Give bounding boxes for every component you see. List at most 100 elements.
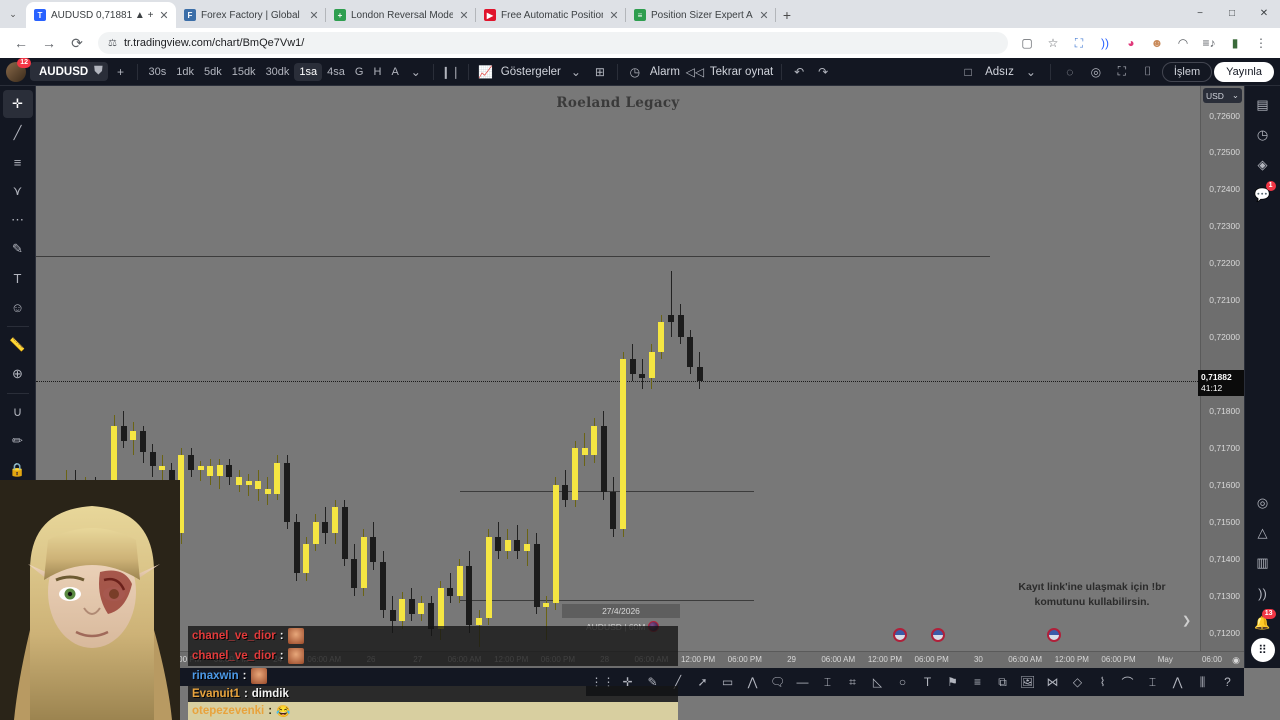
candle-style-icon[interactable]: ❙❘ bbox=[440, 64, 461, 79]
economic-event-marker[interactable] bbox=[1047, 628, 1061, 642]
timeframe-A[interactable]: A bbox=[391, 65, 399, 78]
pitchfork-icon[interactable]: ⋎ bbox=[12, 183, 23, 198]
browser-menu-icon[interactable]: ⋮ bbox=[1255, 36, 1267, 50]
add-symbol-button[interactable]: + bbox=[116, 64, 124, 79]
image-icon[interactable]: 🖼 bbox=[1019, 675, 1036, 689]
horizontal-lines-icon[interactable]: ≡ bbox=[13, 154, 22, 170]
stay-in-draw-mode-icon[interactable]: ✏ bbox=[12, 433, 23, 448]
path-icon[interactable]: ⌇ bbox=[1099, 675, 1106, 689]
measure-icon[interactable]: ⌶ bbox=[1148, 674, 1157, 689]
fullscreen-icon[interactable]: ⛶ bbox=[1117, 64, 1127, 78]
timeframe-30s[interactable]: 30s bbox=[148, 65, 167, 78]
device-icon[interactable]: ▮ bbox=[1231, 36, 1239, 50]
chart-plot[interactable]: Roeland Legacy Kayıt link'ine ulaşmak iç… bbox=[36, 86, 1200, 651]
timeframe-G[interactable]: G bbox=[354, 65, 364, 78]
ideas-icon[interactable]: ◎ bbox=[1256, 495, 1269, 510]
long-position-icon[interactable]: ⌶ bbox=[823, 674, 832, 689]
pocket-icon[interactable]: ◠ bbox=[1177, 36, 1189, 50]
chart-area[interactable]: ✛╱≡⋎⋯✎T☺📏⊕∪✏🔒👁🗑☆ ▤◷◈💬1 ◎△▥))🔔13⠿ Roeland… bbox=[0, 86, 1280, 720]
address-bar[interactable]: ⚖ tr.tradingview.com/chart/BmQe7Vw1/ bbox=[98, 32, 1008, 54]
trade-button[interactable]: İşlem bbox=[1161, 61, 1213, 82]
trend-line-icon[interactable]: ╱ bbox=[13, 125, 22, 140]
rectangle-icon[interactable]: ▭ bbox=[721, 675, 734, 689]
tab-close-icon[interactable]: ✕ bbox=[309, 9, 319, 22]
record-icon[interactable]: ◎ bbox=[1090, 64, 1102, 79]
zoom-icon[interactable]: ⊕ bbox=[12, 366, 23, 381]
browser-tab-3[interactable]: ▶ Free Automatic Position Lot Siz ✕ bbox=[476, 2, 626, 28]
layout-icon[interactable]: □ bbox=[964, 64, 972, 79]
indicators-chevron-icon[interactable]: ⌄ bbox=[570, 64, 581, 79]
camera-icon[interactable]: ⌷ bbox=[1144, 64, 1152, 78]
economic-event-marker[interactable] bbox=[893, 628, 907, 642]
timeframe-4sa[interactable]: 4sa bbox=[327, 65, 345, 78]
crosshair-icon[interactable]: ✛ bbox=[622, 675, 633, 689]
indicators-icon[interactable]: 📈 bbox=[478, 64, 494, 79]
quick-search-icon[interactable]: ◌ bbox=[1066, 64, 1074, 79]
undo-button[interactable]: ↶ bbox=[794, 64, 805, 79]
browser-tab-1[interactable]: F Forex Factory | Global markets ✕ bbox=[176, 2, 326, 28]
user-avatar[interactable]: 12 bbox=[6, 57, 31, 82]
crosshair-icon[interactable]: ✛ bbox=[2, 90, 33, 118]
price-axis[interactable]: USD ⌄ 0,72600 0,72500 0,72400 0,72300 0,7220… bbox=[1198, 86, 1244, 651]
elliott-wave-icon[interactable]: ⋈ bbox=[1046, 675, 1059, 689]
close-button[interactable]: ✕ bbox=[1259, 8, 1269, 19]
indicators-label[interactable]: Göstergeler bbox=[500, 65, 561, 78]
emoji-icon[interactable]: ☺ bbox=[10, 299, 25, 315]
broadcast-icon[interactable]: )) bbox=[1101, 36, 1109, 50]
clipboard-icon[interactable]: ▢ bbox=[1021, 36, 1033, 50]
extension-icon[interactable]: ◕ bbox=[1127, 36, 1135, 50]
pitchfork-icon[interactable]: ⋀ bbox=[1172, 675, 1183, 689]
watchlist-icon[interactable]: ▤ bbox=[1256, 97, 1269, 112]
news-icon[interactable]: )) bbox=[1258, 585, 1267, 601]
flag-icon[interactable]: ⚑ bbox=[947, 675, 958, 689]
cast-icon[interactable]: ⛶ bbox=[1074, 35, 1084, 50]
back-button[interactable]: ← bbox=[14, 35, 28, 51]
trend-line-icon[interactable]: ╱ bbox=[673, 675, 682, 689]
drawn-box-top-edge[interactable] bbox=[460, 491, 754, 492]
layout-name[interactable]: Adsız bbox=[985, 65, 1014, 78]
timeframe-1sa[interactable]: 1sa bbox=[294, 62, 323, 81]
bookmark-star-icon[interactable]: ☆ bbox=[1047, 36, 1059, 50]
apps-grid-icon[interactable]: ⠿ bbox=[1250, 638, 1275, 662]
calendar-icon[interactable]: ▥ bbox=[1256, 555, 1269, 570]
economic-event-marker[interactable] bbox=[931, 628, 945, 642]
tab-close-icon[interactable]: ✕ bbox=[609, 9, 619, 22]
publish-button[interactable]: Yayınla bbox=[1214, 61, 1274, 82]
fib-retracement-icon[interactable]: ≡ bbox=[973, 675, 981, 689]
circle-icon[interactable]: ○ bbox=[898, 675, 907, 689]
minimize-button[interactable]: − bbox=[1197, 8, 1203, 19]
alarm-label[interactable]: Alarm bbox=[649, 65, 680, 78]
streams-icon[interactable]: △ bbox=[1257, 525, 1268, 540]
scroll-to-realtime-icon[interactable]: ❯ bbox=[1182, 615, 1192, 627]
browser-tab-0[interactable]: T AUDUSD 0,71881 ▲ +0,56% Ad ✕ bbox=[26, 2, 176, 28]
chat-icon[interactable]: 💬 1 bbox=[1248, 180, 1278, 210]
timeframe-30dk[interactable]: 30dk bbox=[265, 65, 290, 78]
replay-label[interactable]: Tekrar oynat bbox=[709, 65, 774, 78]
grid-icon[interactable]: ⊞ bbox=[594, 64, 605, 79]
layout-chevron-icon[interactable]: ⌄ bbox=[1025, 64, 1036, 79]
timezone-clock-icon[interactable]: ◉ bbox=[1232, 655, 1240, 665]
bars-pattern-icon[interactable]: ⫼ bbox=[1199, 674, 1206, 689]
brush-icon[interactable]: ✎ bbox=[647, 675, 658, 689]
data-window-icon[interactable]: ◈ bbox=[1257, 157, 1268, 172]
tab-close-icon[interactable]: ✕ bbox=[459, 9, 469, 22]
alarm-icon[interactable]: ◷ bbox=[629, 64, 641, 79]
replay-icon[interactable]: ◁◁ bbox=[685, 64, 705, 79]
tab-search-chevron-icon[interactable]: ⌄ bbox=[9, 8, 17, 19]
text-icon[interactable]: T bbox=[13, 270, 22, 286]
arc-icon[interactable]: ⌒ bbox=[1121, 675, 1134, 690]
currency-selector[interactable]: USD ⌄ bbox=[1203, 88, 1242, 103]
timeframe-chevron-icon[interactable]: ⌄ bbox=[410, 64, 421, 79]
fib-extension-icon[interactable]: ⧉ bbox=[998, 674, 1007, 689]
symbol-search-button[interactable]: AUDUSD ⛊ bbox=[30, 62, 109, 81]
zigzag-icon[interactable]: ⋀ bbox=[747, 675, 758, 689]
drag-handle-icon[interactable]: ⋮⋮ bbox=[590, 675, 615, 689]
timeframe-1dk[interactable]: 1dk bbox=[176, 65, 194, 78]
forward-button[interactable]: → bbox=[42, 35, 56, 51]
lock-drawings-icon[interactable]: 🔒 bbox=[9, 462, 26, 477]
timeframe-H[interactable]: H bbox=[373, 65, 382, 78]
measure-icon[interactable]: 📏 bbox=[9, 337, 26, 352]
help-icon[interactable]: ? bbox=[1224, 675, 1231, 689]
notifications-bell-icon[interactable]: 🔔 13 bbox=[1248, 608, 1278, 638]
drawn-box-bottom-edge[interactable] bbox=[460, 600, 754, 601]
